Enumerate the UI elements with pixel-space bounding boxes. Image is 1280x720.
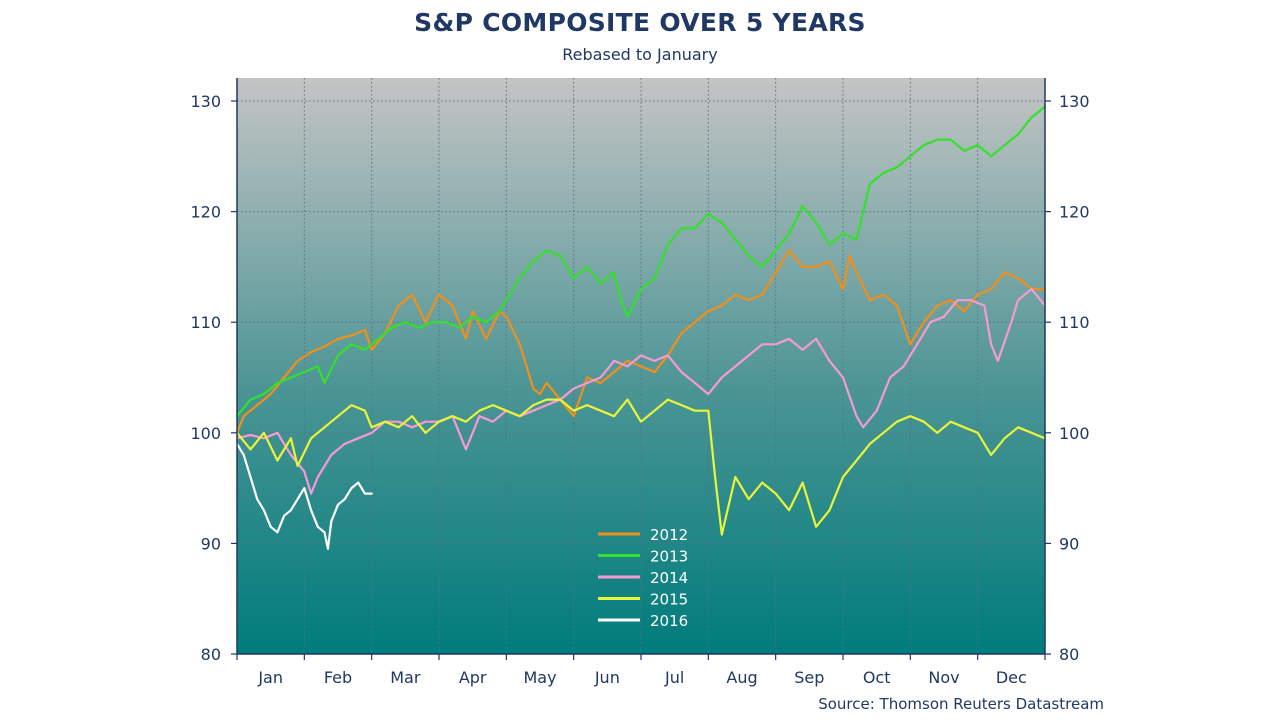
- x-tick-label-oct: Oct: [863, 668, 891, 687]
- x-tick-label-sep: Sep: [794, 668, 824, 687]
- x-tick-label-jan: Jan: [257, 668, 283, 687]
- y-tick-label-left: 80: [201, 645, 221, 664]
- legend-label-2015: 2015: [650, 591, 688, 609]
- series-lines: [235, 105, 1047, 550]
- y-tick-label-right: 120: [1059, 203, 1090, 222]
- gridlines: [237, 78, 1045, 654]
- y-tick-label-left: 110: [190, 313, 221, 332]
- x-tick-label-aug: Aug: [726, 668, 757, 687]
- legend-label-2014: 2014: [650, 569, 688, 587]
- series-line-2013: [235, 105, 1047, 418]
- chart-title: S&P COMPOSITE OVER 5 YEARS: [414, 8, 866, 37]
- y-tick-label-left: 100: [190, 424, 221, 443]
- legend-label-2013: 2013: [650, 548, 688, 566]
- chart-subtitle: Rebased to January: [562, 45, 718, 64]
- y-tick-label-left: 120: [190, 203, 221, 222]
- y-tick-label-right: 130: [1059, 92, 1090, 111]
- x-tick-label-may: May: [523, 668, 556, 687]
- legend-label-2012: 2012: [650, 526, 688, 544]
- x-tick-label-jul: Jul: [664, 668, 684, 687]
- series-line-2016: [235, 442, 373, 550]
- series-line-2012: [235, 249, 1047, 434]
- y-tick-label-left: 90: [201, 534, 221, 553]
- x-tick-label-apr: Apr: [459, 668, 487, 687]
- y-tick-label-right: 100: [1059, 424, 1090, 443]
- x-tick-label-dec: Dec: [996, 668, 1027, 687]
- series-line-2014: [235, 287, 1047, 495]
- series-line-2015: [235, 398, 1047, 536]
- x-tick-label-feb: Feb: [324, 668, 352, 687]
- tick-labels: 80 80 90 90 100 100 110 110 120 120 130 130 Jan Feb Ma…: [190, 92, 1089, 687]
- source-note: Source: Thomson Reuters Datastream: [818, 695, 1104, 713]
- legend-label-2016: 2016: [650, 612, 688, 630]
- x-tick-label-mar: Mar: [390, 668, 421, 687]
- y-tick-label-left: 130: [190, 92, 221, 111]
- x-tick-label-nov: Nov: [928, 668, 959, 687]
- y-tick-label-right: 90: [1059, 534, 1079, 553]
- legend: 2012 2013 2014 2015 2016: [598, 526, 688, 630]
- y-tick-label-right: 110: [1059, 313, 1090, 332]
- y-tick-label-right: 80: [1059, 645, 1079, 664]
- x-tick-label-jun: Jun: [594, 668, 620, 687]
